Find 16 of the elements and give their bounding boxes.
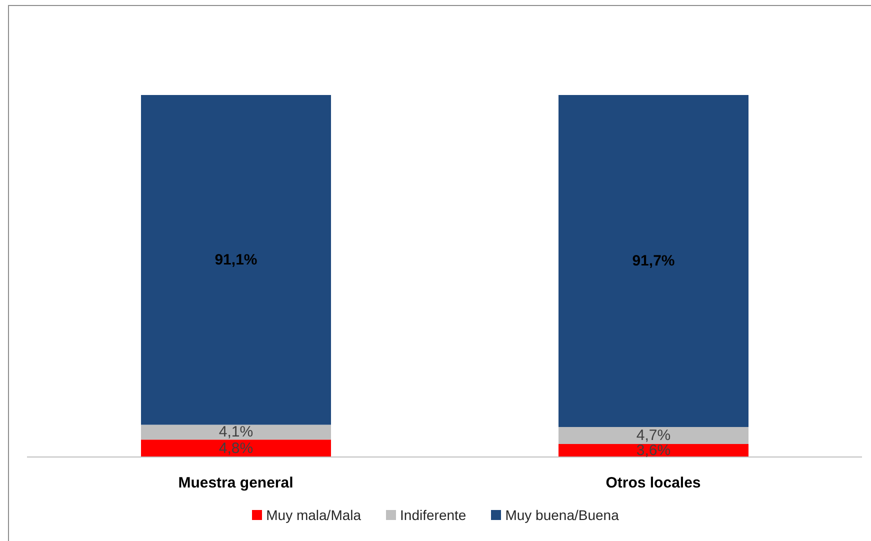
bar xyxy=(558,426,748,444)
bar xyxy=(558,95,748,427)
x-tick-label: Muestra general xyxy=(178,474,294,492)
x-tick-label: Otros locales xyxy=(606,474,701,492)
bar xyxy=(141,424,331,440)
data-label: 4,7% xyxy=(636,426,671,444)
legend-label: Indiferente xyxy=(400,507,466,523)
data-label: 4,8% xyxy=(218,440,254,457)
bar xyxy=(141,440,331,457)
data-label: 91,7% xyxy=(632,252,675,270)
legend-label: Muy buena/Buena xyxy=(505,507,619,523)
data-label: 3,6% xyxy=(636,442,671,459)
bar xyxy=(141,95,331,425)
legend-label: Muy mala/Mala xyxy=(266,507,362,523)
data-label: 4,1% xyxy=(218,424,254,441)
data-label: 91,1% xyxy=(214,251,258,268)
